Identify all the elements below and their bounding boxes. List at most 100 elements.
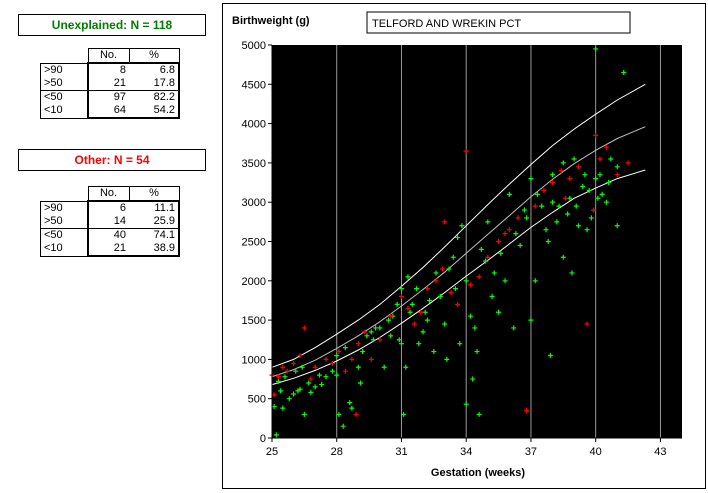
data-point xyxy=(301,411,307,417)
table-row: >50 14 25.9 xyxy=(40,215,180,229)
unexplained-title: Unexplained: N = 118 xyxy=(18,14,206,36)
table-row: <10 21 38.9 xyxy=(40,242,180,257)
data-point xyxy=(282,374,288,380)
table-row: <50 40 74.1 xyxy=(40,228,180,242)
y-tick-label: 1500 xyxy=(242,315,266,327)
data-point xyxy=(316,372,322,378)
x-tick-label: 34 xyxy=(460,446,472,458)
data-point xyxy=(558,168,564,174)
data-point xyxy=(299,364,305,370)
chart-frame: Birthweight (g) TELFORD AND WREKIN PCT 0… xyxy=(222,3,706,489)
row-count: 97 xyxy=(87,90,129,104)
data-points xyxy=(269,46,631,438)
grid-lines xyxy=(336,45,661,438)
data-point xyxy=(560,254,566,260)
data-point xyxy=(463,278,469,284)
y-tick-label: 1000 xyxy=(242,354,266,366)
data-point xyxy=(291,360,297,366)
data-point xyxy=(427,297,433,303)
centile-curve xyxy=(271,126,646,378)
row-count: 8 xyxy=(87,62,129,77)
data-point xyxy=(603,199,609,205)
row-label: >90 xyxy=(40,62,88,77)
data-point xyxy=(474,349,480,355)
row-count: 14 xyxy=(87,215,129,229)
other-title: Other: N = 54 xyxy=(18,149,206,171)
data-point xyxy=(444,356,450,362)
data-point xyxy=(532,203,538,209)
data-point xyxy=(606,180,612,186)
data-point xyxy=(398,341,404,347)
data-point xyxy=(291,391,297,397)
data-point xyxy=(524,215,530,221)
row-label: <50 xyxy=(40,228,88,242)
data-point xyxy=(373,325,379,331)
data-point xyxy=(506,227,512,233)
data-point xyxy=(306,380,312,386)
row-count: 6 xyxy=(87,200,129,215)
data-point xyxy=(422,309,428,315)
y-tick-label: 2500 xyxy=(242,237,266,249)
data-point xyxy=(342,345,348,351)
y-tick-label: 0 xyxy=(260,433,266,445)
data-point xyxy=(556,203,562,209)
data-point xyxy=(459,223,465,229)
data-point xyxy=(511,325,517,331)
data-point xyxy=(565,211,571,217)
data-point xyxy=(355,341,361,347)
data-point xyxy=(593,132,599,138)
data-point xyxy=(550,172,556,178)
data-point xyxy=(550,199,556,205)
data-point xyxy=(312,364,318,370)
y-tick-label: 5000 xyxy=(242,40,266,52)
x-tick-label: 37 xyxy=(525,446,537,458)
data-point xyxy=(489,294,495,300)
data-point xyxy=(364,333,370,339)
data-point xyxy=(554,219,560,225)
scatter-chart: Birthweight (g) TELFORD AND WREKIN PCT 0… xyxy=(232,11,682,479)
data-point xyxy=(308,376,314,382)
row-count: 40 xyxy=(87,228,129,242)
data-point xyxy=(284,368,290,374)
data-point xyxy=(539,203,545,209)
data-point xyxy=(278,388,284,394)
data-point xyxy=(476,274,482,280)
data-point xyxy=(575,223,581,229)
data-point xyxy=(468,313,474,319)
unexplained-table: No. % >90 8 6.8 >50 21 17.8 <50 97 82.2 … xyxy=(40,48,180,119)
data-point xyxy=(353,411,359,417)
data-point xyxy=(528,176,534,182)
data-point xyxy=(506,191,512,197)
data-point xyxy=(308,389,314,395)
row-percent: 38.9 xyxy=(129,242,180,257)
data-point xyxy=(567,176,573,182)
plot-area xyxy=(272,45,682,438)
chart-title: TELFORD AND WREKIN PCT xyxy=(372,18,521,30)
data-point xyxy=(528,317,534,323)
data-point xyxy=(567,195,573,201)
header-no: No. xyxy=(88,186,130,201)
data-point xyxy=(571,156,577,162)
centile-curves xyxy=(271,83,646,386)
row-percent: 6.8 xyxy=(129,62,180,77)
data-point xyxy=(455,235,461,241)
y-tick-label: 4500 xyxy=(242,79,266,91)
data-point xyxy=(496,239,502,244)
data-point xyxy=(329,368,335,374)
data-point xyxy=(323,374,329,380)
data-point xyxy=(452,286,458,292)
data-point xyxy=(625,160,631,166)
y-tick-label: 3000 xyxy=(242,197,266,209)
data-point xyxy=(297,386,303,392)
data-point xyxy=(411,321,417,327)
data-point xyxy=(614,223,620,229)
data-point xyxy=(483,258,489,264)
data-point xyxy=(418,309,424,315)
data-point xyxy=(524,407,530,413)
data-point xyxy=(312,384,318,390)
data-point xyxy=(433,270,439,276)
data-point xyxy=(442,219,448,225)
data-point xyxy=(608,156,614,162)
table-row: >50 21 17.8 xyxy=(40,77,180,91)
data-point xyxy=(521,207,527,213)
